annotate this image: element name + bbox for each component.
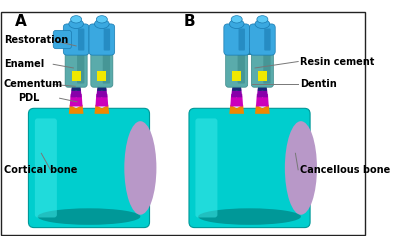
FancyBboxPatch shape	[250, 24, 275, 55]
Ellipse shape	[285, 121, 317, 215]
Text: PDL: PDL	[18, 93, 40, 103]
Ellipse shape	[96, 16, 107, 23]
FancyBboxPatch shape	[35, 118, 57, 217]
Polygon shape	[256, 94, 269, 107]
Ellipse shape	[38, 208, 140, 225]
Text: Cementum: Cementum	[4, 79, 63, 90]
FancyBboxPatch shape	[103, 52, 110, 84]
Polygon shape	[232, 84, 241, 91]
Polygon shape	[230, 94, 243, 107]
Polygon shape	[257, 88, 268, 97]
Text: A: A	[15, 14, 26, 29]
Ellipse shape	[229, 19, 244, 29]
Polygon shape	[69, 105, 84, 114]
Polygon shape	[231, 88, 242, 97]
Ellipse shape	[232, 78, 241, 87]
Polygon shape	[255, 105, 270, 114]
FancyBboxPatch shape	[226, 49, 248, 87]
FancyBboxPatch shape	[63, 24, 89, 55]
Polygon shape	[94, 105, 109, 114]
FancyBboxPatch shape	[28, 108, 150, 228]
FancyBboxPatch shape	[196, 118, 218, 217]
FancyBboxPatch shape	[65, 49, 87, 87]
Polygon shape	[71, 88, 82, 97]
Polygon shape	[72, 84, 81, 91]
Text: Restoration: Restoration	[4, 35, 68, 46]
FancyBboxPatch shape	[264, 29, 271, 50]
FancyBboxPatch shape	[91, 49, 113, 87]
Bar	[237, 48, 262, 55]
Text: Enamel: Enamel	[4, 59, 44, 69]
Text: Cancellous bone: Cancellous bone	[300, 165, 390, 175]
Ellipse shape	[71, 16, 82, 23]
FancyBboxPatch shape	[251, 49, 273, 87]
Text: Resin cement: Resin cement	[300, 57, 374, 66]
Ellipse shape	[257, 16, 268, 23]
FancyBboxPatch shape	[53, 30, 72, 49]
Ellipse shape	[255, 19, 270, 29]
FancyBboxPatch shape	[189, 108, 310, 228]
Bar	[72, 71, 81, 81]
FancyBboxPatch shape	[77, 52, 84, 84]
Polygon shape	[96, 88, 107, 97]
Polygon shape	[258, 84, 267, 91]
Ellipse shape	[69, 19, 84, 29]
Bar	[232, 71, 241, 81]
Ellipse shape	[94, 19, 109, 29]
Polygon shape	[70, 94, 82, 107]
Polygon shape	[229, 105, 244, 114]
Polygon shape	[97, 84, 106, 91]
Ellipse shape	[198, 208, 301, 225]
FancyBboxPatch shape	[89, 24, 115, 55]
Ellipse shape	[124, 121, 156, 215]
Ellipse shape	[231, 16, 242, 23]
Polygon shape	[96, 94, 108, 107]
Bar	[97, 71, 106, 81]
FancyBboxPatch shape	[263, 52, 271, 84]
FancyBboxPatch shape	[104, 29, 110, 50]
FancyBboxPatch shape	[238, 29, 245, 50]
Text: B: B	[184, 14, 195, 29]
Text: Dentin: Dentin	[300, 79, 337, 90]
Ellipse shape	[97, 78, 106, 87]
FancyBboxPatch shape	[238, 52, 245, 84]
Text: Cortical bone: Cortical bone	[4, 165, 77, 175]
Bar	[258, 71, 267, 81]
Ellipse shape	[72, 78, 81, 87]
FancyBboxPatch shape	[78, 29, 84, 50]
FancyBboxPatch shape	[224, 24, 250, 55]
Ellipse shape	[258, 78, 267, 87]
